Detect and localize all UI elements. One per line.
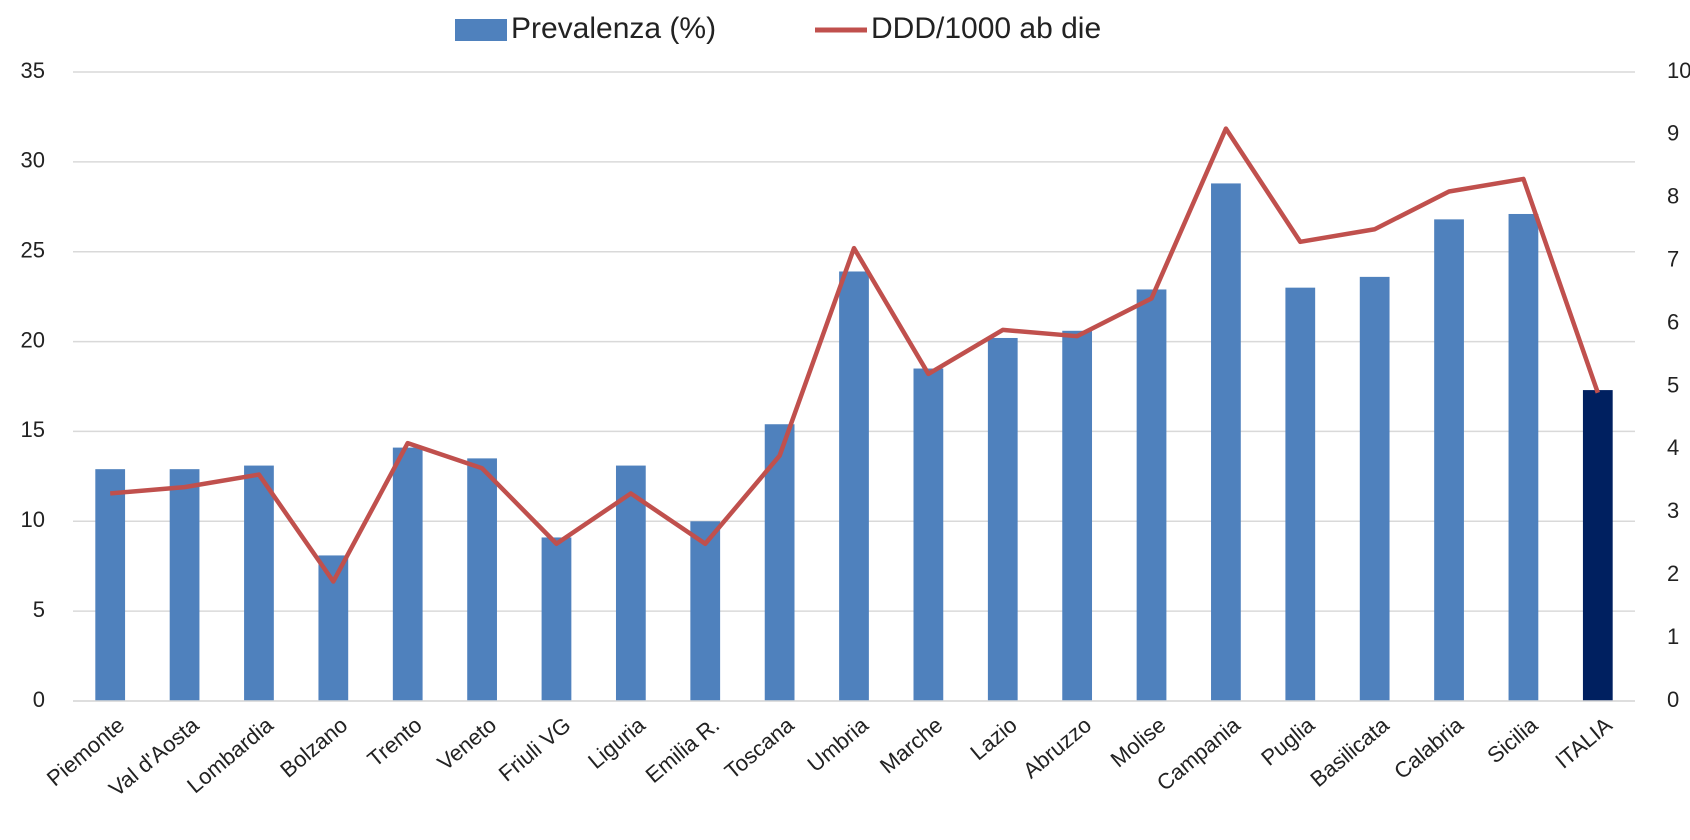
bar xyxy=(541,537,572,701)
bar xyxy=(690,521,721,701)
x-tick-label: ITALIA xyxy=(1550,712,1617,774)
bar xyxy=(987,337,1018,701)
x-tick-label: Umbria xyxy=(803,712,874,777)
bar xyxy=(1136,289,1167,701)
y-tick-label: 5 xyxy=(33,597,45,622)
y-tick-label: 20 xyxy=(21,327,45,352)
y2-tick-label: 2 xyxy=(1667,561,1679,586)
legend-label: DDD/1000 ab die xyxy=(871,12,1101,45)
bar xyxy=(244,465,274,701)
bar xyxy=(1285,287,1316,701)
x-tick-label: Campania xyxy=(1152,712,1245,796)
line xyxy=(110,126,1600,584)
x-tick-label: Bolzano xyxy=(275,712,352,782)
legend-label: Prevalenza (%) xyxy=(511,12,716,45)
x-tick-label: Liguria xyxy=(583,712,650,774)
legend-swatch xyxy=(455,19,507,41)
bar xyxy=(1359,276,1390,701)
bar xyxy=(95,469,126,701)
bar xyxy=(467,458,497,701)
x-tick-label: Puglia xyxy=(1256,712,1320,771)
x-tick-label: Toscana xyxy=(720,712,799,784)
x-tick-label: Sicilia xyxy=(1482,712,1543,769)
y2-tick-label: 0 xyxy=(1667,687,1679,712)
y2-tick-label: 7 xyxy=(1667,247,1679,272)
bar xyxy=(1434,219,1464,701)
x-tick-label: Emilia R. xyxy=(641,712,724,788)
x-tick-label: Lazio xyxy=(965,712,1021,765)
x-tick-label: Basilicata xyxy=(1305,712,1394,792)
bar xyxy=(392,447,423,701)
x-tick-label: Trento xyxy=(363,712,427,772)
y2-tick-label: 10 xyxy=(1667,58,1690,83)
y2-tick-label: 6 xyxy=(1667,309,1679,334)
y-tick-label: 10 xyxy=(21,507,45,532)
bar xyxy=(839,271,869,701)
y-tick-label: 35 xyxy=(21,58,45,83)
x-tick-label: Veneto xyxy=(432,712,501,775)
y2-tick-label: 9 xyxy=(1667,121,1679,146)
y-tick-label: 30 xyxy=(21,148,45,173)
bar xyxy=(615,465,646,701)
x-tick-label: Calabria xyxy=(1389,712,1468,784)
bar xyxy=(169,469,200,701)
y2-tick-label: 1 xyxy=(1667,624,1679,649)
bar xyxy=(1211,183,1241,701)
bar xyxy=(913,368,944,701)
y-tick-label: 0 xyxy=(33,687,45,712)
y2-tick-label: 8 xyxy=(1667,184,1679,209)
bar xyxy=(1582,390,1613,701)
bar xyxy=(1508,213,1539,701)
x-tick-label: Friuli VG xyxy=(494,712,576,786)
y2-tick-label: 5 xyxy=(1667,372,1679,397)
x-tick-label: Abruzzo xyxy=(1018,712,1096,783)
y2-tick-label: 4 xyxy=(1667,435,1679,460)
x-tick-label: Molise xyxy=(1106,712,1171,772)
x-tick-label: Marche xyxy=(875,712,947,778)
y2-tick-label: 3 xyxy=(1667,498,1679,523)
y-tick-label: 15 xyxy=(21,417,45,442)
y-tick-label: 25 xyxy=(21,238,45,263)
bar xyxy=(1062,330,1093,701)
